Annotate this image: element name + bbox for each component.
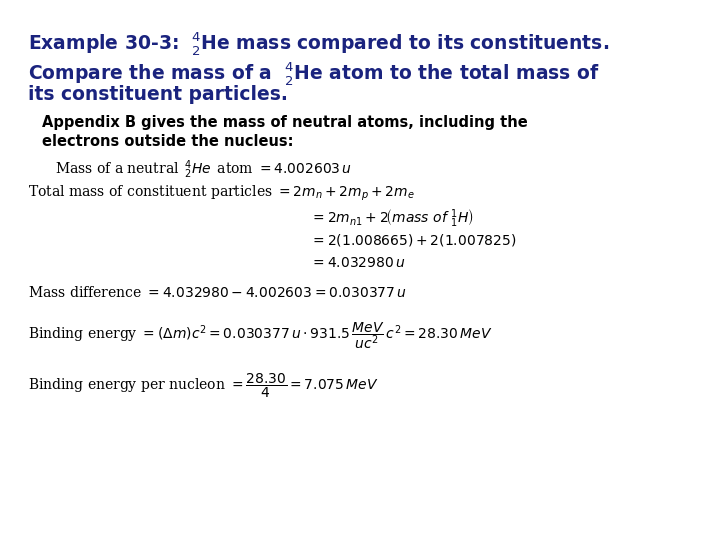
Text: Compare the mass of a  $^4_2$He atom to the total mass of: Compare the mass of a $^4_2$He atom to t… <box>28 60 600 87</box>
Text: Mass of a neutral $\,^4_2He\,$ atom $= 4.002603\,u$: Mass of a neutral $\,^4_2He\,$ atom $= 4… <box>55 158 352 180</box>
Text: Mass difference $= 4.032980 - 4.002603 = 0.030377\,u$: Mass difference $= 4.032980 - 4.002603 =… <box>28 285 407 300</box>
Text: $= 2(1.008665) + 2(1.007825)$: $= 2(1.008665) + 2(1.007825)$ <box>310 232 516 248</box>
Text: $= 2m_{n1} + 2\!\left(mass\ of\ ^1_1H\right)$: $= 2m_{n1} + 2\!\left(mass\ of\ ^1_1H\ri… <box>310 208 474 230</box>
Text: electrons outside the nucleus:: electrons outside the nucleus: <box>42 134 294 149</box>
Text: Binding energy per nucleon $= \dfrac{28.30}{4} = 7.075\,MeV$: Binding energy per nucleon $= \dfrac{28.… <box>28 372 379 400</box>
Text: Appendix B gives the mass of neutral atoms, including the: Appendix B gives the mass of neutral ato… <box>42 115 528 130</box>
Text: Example 30-3:  $^4_2$He mass compared to its constituents.: Example 30-3: $^4_2$He mass compared to … <box>28 30 609 57</box>
Text: its constituent particles.: its constituent particles. <box>28 85 288 104</box>
Text: Binding energy $= (\Delta m)c^2 = 0.030377\,u \cdot 931.5\,\dfrac{MeV}{uc^2}\,c^: Binding energy $= (\Delta m)c^2 = 0.0303… <box>28 320 492 351</box>
Text: $= 4.032980\,u$: $= 4.032980\,u$ <box>310 256 405 270</box>
Text: Total mass of constituent particles $= 2m_n + 2m_p + 2m_e$: Total mass of constituent particles $= 2… <box>28 184 415 203</box>
